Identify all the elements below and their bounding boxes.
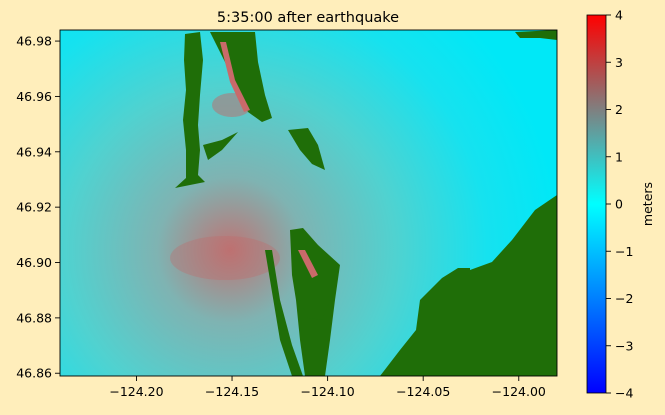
colorbar-ticks: 4 3 2 1 0 −1 −2 −3 −4 xyxy=(606,8,633,401)
inlet-channels xyxy=(220,42,318,278)
y-tick-label: 46.92 xyxy=(16,200,52,215)
colorbar-gradient xyxy=(586,14,607,394)
heatmap-field xyxy=(60,30,557,376)
y-tick-label: 46.86 xyxy=(16,366,52,381)
south-island xyxy=(300,285,330,320)
y-tick-label: 46.94 xyxy=(16,144,52,159)
x-tick-label: −124.05 xyxy=(396,384,450,399)
y-tick-label: 46.90 xyxy=(16,255,52,270)
colorbar-tick-label: 3 xyxy=(615,55,623,70)
y-axis: 46.86 46.88 46.90 46.92 46.94 46.96 46.98 xyxy=(16,34,60,381)
x-tick-label: −124.20 xyxy=(109,384,163,399)
x-tick-label: −124.10 xyxy=(301,384,355,399)
plot-frame xyxy=(59,29,558,377)
northeast-shore xyxy=(515,30,557,40)
y-tick-label: 46.88 xyxy=(16,310,52,325)
colorbar-tick-label: −1 xyxy=(615,244,633,259)
north-spit xyxy=(175,32,205,188)
colorbar-tick-label: 1 xyxy=(615,149,623,164)
spit-tip xyxy=(203,132,238,160)
x-tick-label: −124.15 xyxy=(205,384,259,399)
colorbar-tick-label: −4 xyxy=(615,386,633,401)
colorbar-label: meters xyxy=(640,182,655,226)
colorbar-tick-label: −3 xyxy=(615,338,633,353)
colorbar-tick-label: 0 xyxy=(615,197,623,212)
y-tick-label: 46.96 xyxy=(16,89,52,104)
land-mask xyxy=(175,30,557,376)
inlet-channel-south xyxy=(298,250,318,278)
colorbar: 4 3 2 1 0 −1 −2 −3 −4 meters xyxy=(586,8,655,401)
inlet-channel-north xyxy=(220,42,250,112)
x-axis: −124.20 −124.15 −124.10 −124.05 −124.00 xyxy=(109,376,546,399)
x-tick-label: −124.00 xyxy=(492,384,546,399)
north-island xyxy=(288,128,325,170)
chart-title: 5:35:00 after earthquake xyxy=(217,10,399,26)
south-jetty xyxy=(265,250,303,376)
y-tick-label: 46.98 xyxy=(16,34,52,49)
colorbar-tick-label: −2 xyxy=(615,291,633,306)
colorbar-tick-label: 2 xyxy=(615,102,623,117)
surge-hotspot xyxy=(170,236,280,280)
southeast-coast xyxy=(416,268,470,330)
colorbar-tick-label: 4 xyxy=(615,8,623,23)
south-land xyxy=(380,195,557,376)
